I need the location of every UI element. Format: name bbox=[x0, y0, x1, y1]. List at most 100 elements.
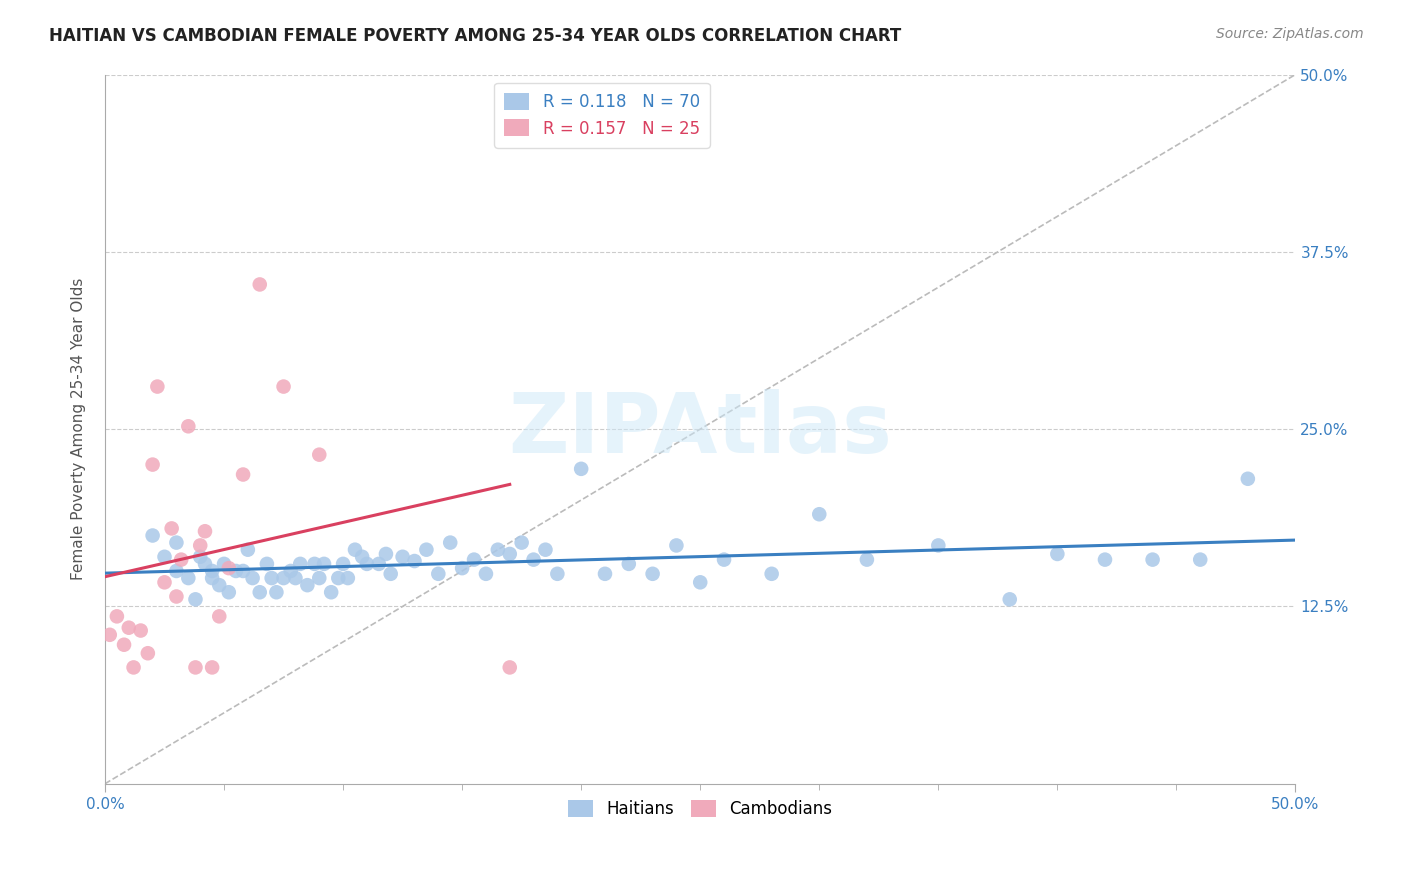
Point bbox=[451, 561, 474, 575]
Point bbox=[336, 571, 359, 585]
Point bbox=[304, 557, 326, 571]
Point bbox=[142, 528, 165, 542]
Point bbox=[201, 660, 224, 674]
Point bbox=[153, 575, 176, 590]
Point bbox=[499, 660, 522, 674]
Legend: Haitians, Cambodians: Haitians, Cambodians bbox=[561, 794, 839, 825]
Point bbox=[1237, 472, 1260, 486]
Point bbox=[232, 564, 254, 578]
Point bbox=[232, 467, 254, 482]
Point bbox=[1142, 552, 1164, 566]
Point bbox=[112, 638, 135, 652]
Point bbox=[510, 535, 533, 549]
Point bbox=[256, 557, 278, 571]
Point bbox=[463, 552, 485, 566]
Point bbox=[184, 660, 207, 674]
Point bbox=[201, 564, 224, 578]
Point bbox=[856, 552, 879, 566]
Point bbox=[160, 521, 183, 535]
Point bbox=[367, 557, 389, 571]
Point bbox=[475, 566, 498, 581]
Point bbox=[273, 379, 295, 393]
Point bbox=[713, 552, 735, 566]
Point bbox=[546, 566, 568, 581]
Point bbox=[404, 554, 426, 568]
Point bbox=[374, 547, 396, 561]
Point bbox=[522, 552, 544, 566]
Point bbox=[927, 538, 949, 552]
Point bbox=[1189, 552, 1212, 566]
Text: ZIPAtlas: ZIPAtlas bbox=[509, 389, 893, 469]
Point bbox=[260, 571, 283, 585]
Point bbox=[249, 585, 271, 599]
Point bbox=[194, 557, 217, 571]
Point bbox=[218, 585, 240, 599]
Point bbox=[153, 549, 176, 564]
Point bbox=[188, 538, 211, 552]
Point bbox=[184, 592, 207, 607]
Point bbox=[593, 566, 616, 581]
Point bbox=[486, 542, 509, 557]
Point bbox=[297, 578, 319, 592]
Point bbox=[808, 507, 831, 521]
Point bbox=[218, 561, 240, 575]
Point bbox=[352, 549, 374, 564]
Point bbox=[343, 542, 366, 557]
Point bbox=[284, 571, 307, 585]
Point bbox=[617, 557, 640, 571]
Point bbox=[236, 542, 259, 557]
Point bbox=[356, 557, 378, 571]
Point bbox=[534, 542, 557, 557]
Point bbox=[146, 379, 169, 393]
Point bbox=[242, 571, 264, 585]
Point bbox=[212, 557, 235, 571]
Point bbox=[142, 458, 165, 472]
Point bbox=[1094, 552, 1116, 566]
Point bbox=[249, 277, 271, 292]
Point bbox=[165, 564, 187, 578]
Point bbox=[118, 621, 141, 635]
Point bbox=[1046, 547, 1069, 561]
Y-axis label: Female Poverty Among 25-34 Year Olds: Female Poverty Among 25-34 Year Olds bbox=[72, 278, 86, 581]
Point bbox=[689, 575, 711, 590]
Point bbox=[998, 592, 1021, 607]
Point bbox=[266, 585, 288, 599]
Point bbox=[170, 552, 193, 566]
Point bbox=[391, 549, 413, 564]
Point bbox=[165, 535, 187, 549]
Point bbox=[129, 624, 152, 638]
Point bbox=[194, 524, 217, 539]
Point bbox=[105, 609, 128, 624]
Point bbox=[280, 564, 302, 578]
Point bbox=[328, 571, 350, 585]
Point bbox=[308, 448, 330, 462]
Point bbox=[380, 566, 402, 581]
Point bbox=[177, 419, 200, 434]
Point bbox=[208, 609, 231, 624]
Point bbox=[312, 557, 335, 571]
Point bbox=[499, 547, 522, 561]
Point bbox=[98, 628, 121, 642]
Text: Source: ZipAtlas.com: Source: ZipAtlas.com bbox=[1216, 27, 1364, 41]
Point bbox=[569, 462, 592, 476]
Point bbox=[188, 549, 211, 564]
Point bbox=[665, 538, 688, 552]
Point bbox=[321, 585, 343, 599]
Point bbox=[208, 578, 231, 592]
Point bbox=[761, 566, 783, 581]
Point bbox=[165, 590, 187, 604]
Point bbox=[332, 557, 354, 571]
Point bbox=[290, 557, 312, 571]
Point bbox=[273, 571, 295, 585]
Point bbox=[439, 535, 461, 549]
Point bbox=[201, 571, 224, 585]
Point bbox=[415, 542, 437, 557]
Point bbox=[122, 660, 145, 674]
Point bbox=[308, 571, 330, 585]
Text: HAITIAN VS CAMBODIAN FEMALE POVERTY AMONG 25-34 YEAR OLDS CORRELATION CHART: HAITIAN VS CAMBODIAN FEMALE POVERTY AMON… bbox=[49, 27, 901, 45]
Point bbox=[427, 566, 450, 581]
Point bbox=[136, 646, 159, 660]
Point bbox=[177, 571, 200, 585]
Point bbox=[641, 566, 664, 581]
Point bbox=[225, 564, 247, 578]
